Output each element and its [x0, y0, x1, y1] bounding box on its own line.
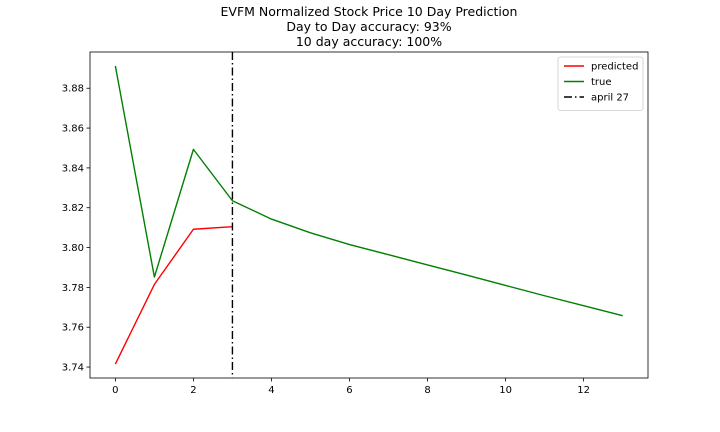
- legend: predicted true april 27: [557, 56, 644, 111]
- plot-area: [114, 52, 623, 378]
- chart-title-line-3: 10 day accuracy: 100%: [296, 34, 442, 49]
- y-tick-label: 3.76: [62, 323, 84, 334]
- x-axis: 0 2 4 6 8 10 12: [112, 378, 590, 396]
- y-tick-label: 3.80: [62, 243, 84, 254]
- legend-label: true: [591, 77, 612, 88]
- x-tick-label: 4: [268, 385, 274, 396]
- chart-title-line-1: EVFM Normalized Stock Price 10 Day Predi…: [221, 4, 518, 19]
- series-line-predicted: [114, 225, 233, 365]
- x-tick-label: 6: [346, 385, 352, 396]
- series-line-true: [114, 65, 623, 317]
- y-tick-label: 3.74: [62, 363, 84, 374]
- x-tick-label: 2: [190, 385, 196, 396]
- x-tick-label: 8: [424, 385, 430, 396]
- legend-label: predicted: [591, 62, 638, 73]
- legend-label: april 27: [591, 93, 629, 104]
- y-tick-label: 3.88: [62, 84, 84, 95]
- y-tick-label: 3.78: [62, 283, 84, 294]
- chart-title-line-2: Day to Day accuracy: 93%: [286, 19, 451, 34]
- legend-box: [557, 56, 644, 111]
- y-tick-label: 3.86: [62, 124, 84, 135]
- y-tick-label: 3.82: [62, 203, 84, 214]
- plot-frame: [89, 51, 649, 379]
- x-tick-label: 0: [112, 385, 118, 396]
- y-axis: 3.74 3.76 3.78 3.80 3.82 3.84 3.86 3.88: [62, 84, 90, 374]
- chart-title: EVFM Normalized Stock Price 10 Day Predi…: [221, 4, 518, 49]
- x-tick-label: 12: [577, 385, 590, 396]
- x-tick-label: 10: [499, 385, 512, 396]
- y-tick-label: 3.84: [62, 163, 84, 174]
